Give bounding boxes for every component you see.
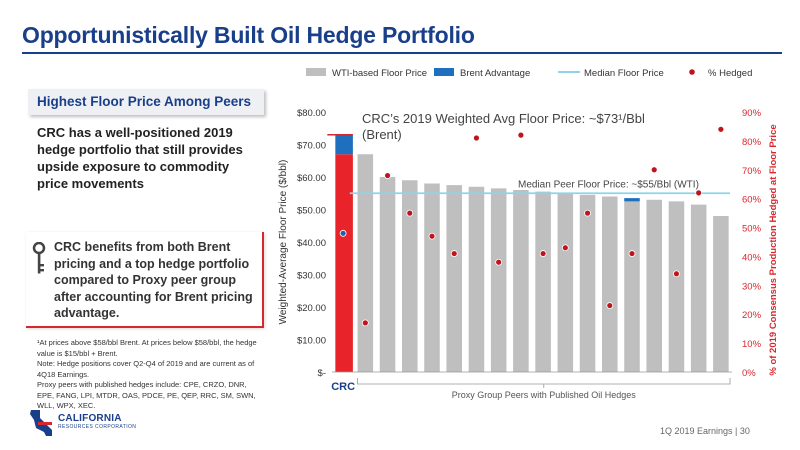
hedged-point	[673, 270, 680, 278]
hedged-point	[517, 131, 525, 139]
y2-tick-label: 10%	[742, 339, 762, 350]
y2-tick-label: 70%	[742, 166, 762, 177]
wti-bar	[357, 154, 374, 372]
y-tick-label: $70.00	[297, 141, 326, 152]
y-axis-title: Weighted-Average Floor Price ($/bbl)	[278, 160, 289, 325]
wti-bar	[557, 193, 574, 372]
hedged-point	[450, 250, 458, 257]
footnote: ¹At prices above $58/bbl Brent. At price…	[37, 338, 257, 358]
wti-bar	[624, 201, 640, 372]
california-state-icon	[30, 410, 52, 436]
logo-subtext: RESOURCES CORPORATION	[58, 424, 137, 430]
x-axis-title: Proxy Group Peers with Published Oil Hed…	[452, 390, 637, 400]
legend-swatch	[306, 68, 326, 76]
wti-bar	[468, 186, 485, 372]
page-footer: 1Q 2019 Earnings | 30	[660, 426, 750, 436]
logo-text: CALIFORNIA	[58, 413, 122, 424]
hedged-point	[650, 166, 658, 174]
legend-swatch	[434, 68, 454, 76]
key-point-text: CRC benefits from both Brent pricing and…	[54, 240, 253, 320]
wti-bar	[535, 191, 551, 372]
wti-bar	[646, 199, 662, 372]
callout-box: Highest Floor Price Among Peers	[28, 89, 264, 115]
legend-label: % Hedged	[708, 68, 752, 79]
y-tick-label: $10.00	[297, 336, 326, 347]
hedged-point	[606, 302, 614, 309]
hedged-point	[339, 229, 347, 237]
wti-bar	[513, 190, 529, 372]
hedged-point	[361, 319, 369, 327]
crc-wti-bar	[335, 154, 353, 372]
y2-tick-label: 60%	[742, 195, 762, 206]
wti-bar	[490, 188, 507, 372]
legend-label: WTI-based Floor Price	[332, 68, 427, 79]
y-tick-label: $80.00	[297, 108, 326, 119]
y-tick-label: $-	[318, 368, 326, 379]
y-tick-label: $30.00	[297, 271, 326, 282]
footnote: Note: Hedge positions cover Q2-Q4 of 201…	[37, 359, 255, 379]
page-title: Opportunistically Built Oil Hedge Portfo…	[22, 22, 475, 48]
hedged-point	[428, 232, 436, 240]
hedged-point	[495, 258, 503, 266]
wti-bar	[579, 194, 596, 372]
y-tick-label: $20.00	[297, 303, 326, 314]
brent-advantage-bar	[624, 198, 640, 202]
hedged-point	[584, 209, 591, 217]
wti-bar	[668, 201, 685, 372]
hedged-point	[473, 134, 480, 142]
y2-tick-label: 30%	[742, 281, 762, 292]
hedged-point	[539, 250, 547, 257]
hedged-point	[561, 244, 569, 252]
wti-bar	[379, 177, 396, 372]
y2-tick-label: 0%	[742, 368, 756, 379]
callout-title: Highest Floor Price Among Peers	[37, 94, 252, 109]
key-icon	[32, 242, 46, 274]
y-tick-label: $50.00	[297, 206, 326, 217]
median-annotation: Median Peer Floor Price: ~$55/Bbl (WTI)	[518, 179, 699, 190]
hedged-point	[384, 172, 391, 179]
hedged-point	[628, 250, 636, 257]
wti-bar	[713, 216, 729, 372]
footnotes: ¹At prices above $58/bbl Brent. At price…	[37, 338, 262, 412]
wti-bar	[602, 196, 618, 372]
footnote: Proxy peers with published hedges includ…	[37, 380, 256, 410]
brent-advantage-bar	[335, 134, 353, 155]
wti-bar	[446, 185, 462, 372]
proxy-bracket	[357, 378, 731, 385]
hedged-point	[695, 189, 703, 197]
y2-tick-label: 90%	[742, 108, 762, 119]
wti-bar	[690, 204, 707, 372]
y-tick-label: $60.00	[297, 173, 326, 184]
title-rule	[22, 52, 782, 54]
y2-tick-label: 80%	[742, 137, 762, 148]
floor-price-chart: $- $10.00 $20.00 $30.00 $40.00 $50.00 $60.00 $7…	[278, 68, 779, 400]
y2-axis-title: % of 2019 Consensus Production Hedged at…	[768, 124, 779, 375]
legend-label: Brent Advantage	[460, 68, 530, 79]
y-tick-label: $40.00	[297, 238, 326, 249]
hedged-point	[717, 125, 725, 133]
crc-avg-annotation-line2: (Brent)	[362, 127, 402, 142]
hedged-point	[406, 209, 414, 217]
crc-avg-annotation: CRC’s 2019 Weighted Avg Floor Price: ~$7…	[362, 111, 645, 126]
y2-tick-label: 20%	[742, 310, 762, 321]
wti-bar	[402, 180, 418, 372]
y2-tick-label: 50%	[742, 224, 762, 235]
crc-label: CRC	[331, 381, 355, 393]
wti-bar	[424, 183, 440, 372]
legend-swatch	[689, 69, 695, 75]
legend-label: Median Floor Price	[584, 68, 664, 79]
summary-text: CRC has a well-positioned 2019 hedge por…	[37, 125, 243, 191]
key-point-box: CRC benefits from both Brent pricing and…	[26, 232, 264, 328]
y2-tick-label: 40%	[742, 252, 762, 263]
